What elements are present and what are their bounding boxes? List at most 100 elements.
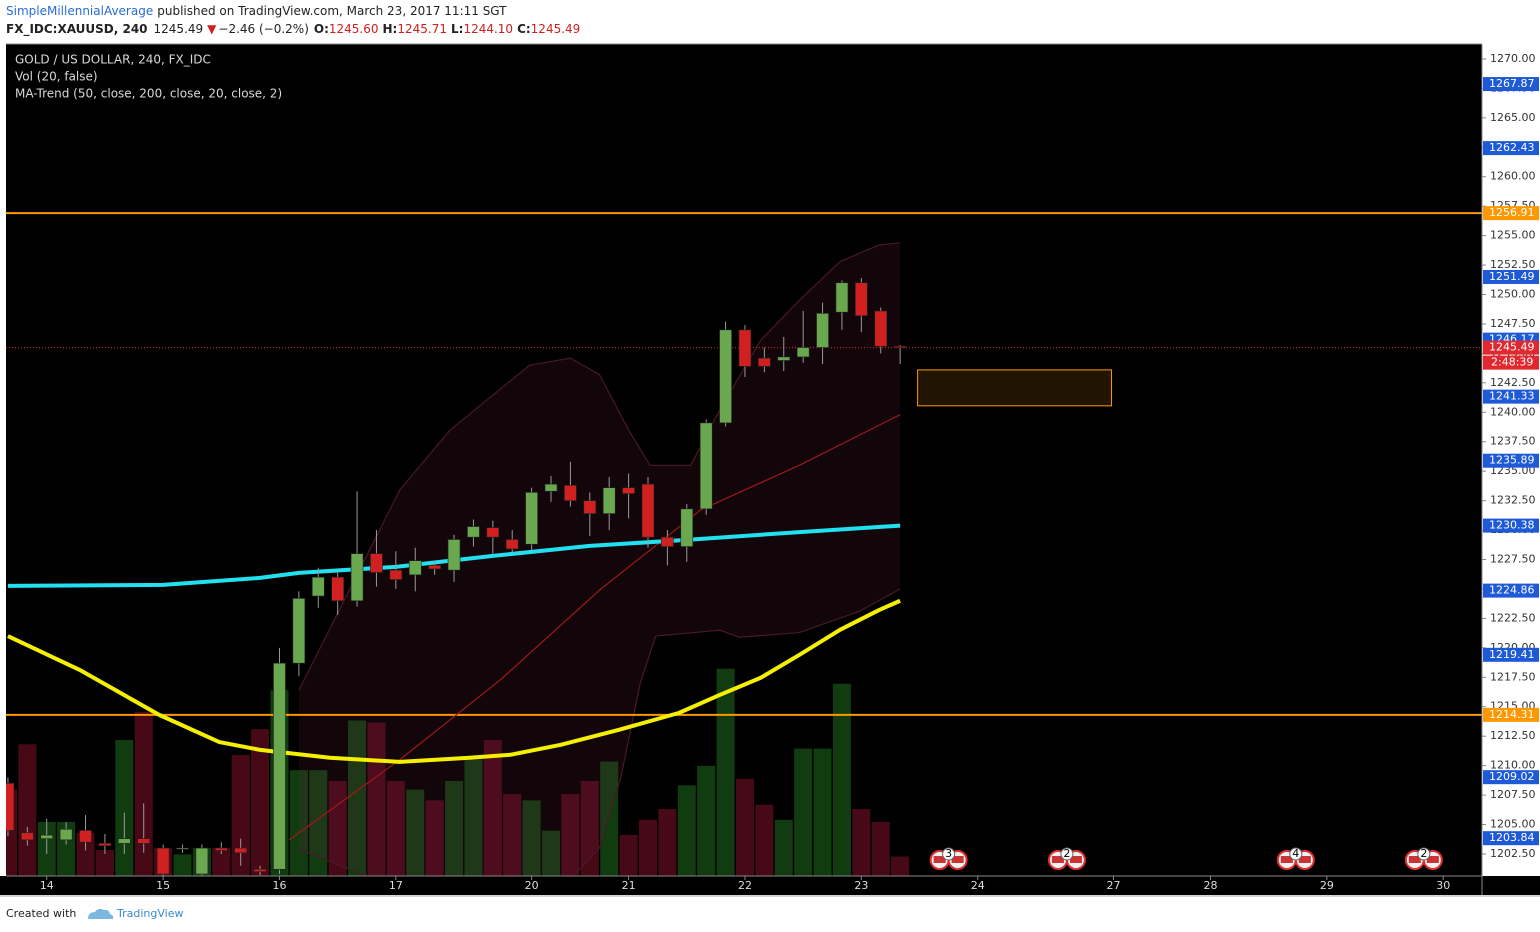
volume-bar xyxy=(425,800,444,876)
candle-body xyxy=(234,847,247,854)
line-badge-label: 1214.31 xyxy=(1489,708,1535,721)
change: −2.46 (−0.2%) xyxy=(218,22,309,36)
symbol: FX_IDC:XAUUSD, 240 xyxy=(6,22,148,37)
x-tick-label: 20 xyxy=(525,879,539,892)
candle-body xyxy=(156,847,170,875)
x-axis-background xyxy=(0,876,1540,895)
author[interactable]: SimpleMillennialAverage xyxy=(6,4,153,18)
volume-bar xyxy=(794,748,813,876)
event-count: 4 xyxy=(1292,847,1299,860)
y-tick-label: 1255.00 xyxy=(1490,229,1536,242)
candle-body xyxy=(195,847,209,875)
volume-bar xyxy=(542,830,561,876)
y-tick-label: 1252.50 xyxy=(1490,258,1536,271)
y-tick-label: 1217.50 xyxy=(1490,670,1536,683)
candle-body xyxy=(777,356,791,361)
y-tick-label: 1205.00 xyxy=(1490,818,1536,831)
candle-body xyxy=(389,569,403,580)
volume-bar xyxy=(735,778,754,876)
x-tick-label: 28 xyxy=(1203,879,1217,892)
candle-body xyxy=(21,832,34,841)
event-icon-flag xyxy=(1426,856,1439,863)
x-tick-label: 16 xyxy=(272,879,286,892)
candle-body xyxy=(408,560,422,576)
candle-body xyxy=(486,527,500,538)
event-flag[interactable]: 2 xyxy=(1404,847,1443,870)
plot: 3 2 4 2 xyxy=(6,212,1482,876)
y-tick-label: 1237.50 xyxy=(1490,435,1536,448)
x-tick-label: 22 xyxy=(738,879,752,892)
event-count: 2 xyxy=(1420,847,1427,860)
candle-body xyxy=(331,576,344,602)
line-badge xyxy=(1483,206,1539,221)
candle-body xyxy=(428,565,441,570)
candle-body xyxy=(273,662,286,870)
x-tick-label: 15 xyxy=(156,879,170,892)
price-badge xyxy=(1483,583,1539,598)
event-icon-flag xyxy=(1280,856,1293,863)
event-count: 3 xyxy=(945,847,952,860)
volume-bar xyxy=(503,793,522,876)
event-flag[interactable]: 3 xyxy=(929,847,968,870)
moving-average xyxy=(7,523,901,588)
y-tick-label: 1207.50 xyxy=(1490,788,1536,801)
candle-body xyxy=(447,539,461,571)
quote-line: FX_IDC:XAUUSD, 240 1245.49 ▼ −2.46 (−0.2%) O… xyxy=(6,22,580,37)
candle-body xyxy=(544,483,558,492)
candle-body xyxy=(564,485,577,501)
candle-body xyxy=(467,526,480,538)
price-badge xyxy=(1483,141,1539,156)
candle-body xyxy=(583,500,597,514)
x-tick-label: 27 xyxy=(1106,879,1120,892)
candle-body xyxy=(505,539,519,550)
plot-background xyxy=(6,44,1482,876)
candle-body xyxy=(738,329,752,367)
candle-body xyxy=(137,838,151,844)
band-lower xyxy=(298,588,901,876)
price-badge xyxy=(1483,518,1539,533)
candle-body xyxy=(40,834,54,839)
volume-bar xyxy=(173,854,192,876)
volume-bar xyxy=(406,789,425,876)
x-tick-label: 21 xyxy=(622,879,636,892)
event-flag[interactable]: 4 xyxy=(1276,847,1315,870)
y-tick-label: 1242.50 xyxy=(1490,376,1536,389)
footer-created: Created with xyxy=(6,907,76,920)
published: published on TradingView.com, March 23, … xyxy=(157,4,507,18)
volume-bar xyxy=(483,739,502,876)
tradingview-logo xyxy=(88,908,114,919)
x-tick-label: 23 xyxy=(854,879,868,892)
candle-body xyxy=(214,847,228,851)
price-badge xyxy=(1483,770,1539,785)
candle-body xyxy=(253,868,267,872)
price-badge-label: 1219.41 xyxy=(1489,648,1535,661)
event-flag[interactable]: 2 xyxy=(1047,847,1086,870)
price-badge xyxy=(1483,269,1539,284)
y-tick-label: 1260.00 xyxy=(1490,170,1536,183)
x-tick-label: 30 xyxy=(1436,879,1450,892)
y-tick-label: 1210.00 xyxy=(1490,759,1536,772)
x-tick-label: 17 xyxy=(389,879,403,892)
candle-body xyxy=(292,598,306,664)
footer-brand[interactable]: TradingView xyxy=(116,907,183,920)
volume-bar xyxy=(677,785,696,876)
volume-bar xyxy=(716,668,735,876)
ohlc-key: C: xyxy=(517,22,531,36)
volume-bar xyxy=(95,850,114,876)
line-badge-label: 1256.91 xyxy=(1489,206,1535,219)
header-line: SimpleMillennialAverage published on Trad… xyxy=(6,4,507,18)
ohlc-key: L: xyxy=(451,22,463,36)
legend-title: GOLD / US DOLLAR, 240, FX_IDC xyxy=(15,53,211,67)
candle-body xyxy=(835,282,849,313)
y-tick-label: 1232.50 xyxy=(1490,494,1536,507)
ohlc-key: O: xyxy=(314,22,329,36)
band-upper xyxy=(298,242,901,691)
candle-body xyxy=(874,310,888,347)
price-badge-label: 1267.87 xyxy=(1489,77,1535,90)
event-count-badge xyxy=(1060,847,1074,861)
countdown: 2:48:39 xyxy=(1491,356,1533,369)
candle-body xyxy=(622,487,635,494)
axes: 1202.501205.001207.501210.001212.501215.… xyxy=(40,52,1539,892)
